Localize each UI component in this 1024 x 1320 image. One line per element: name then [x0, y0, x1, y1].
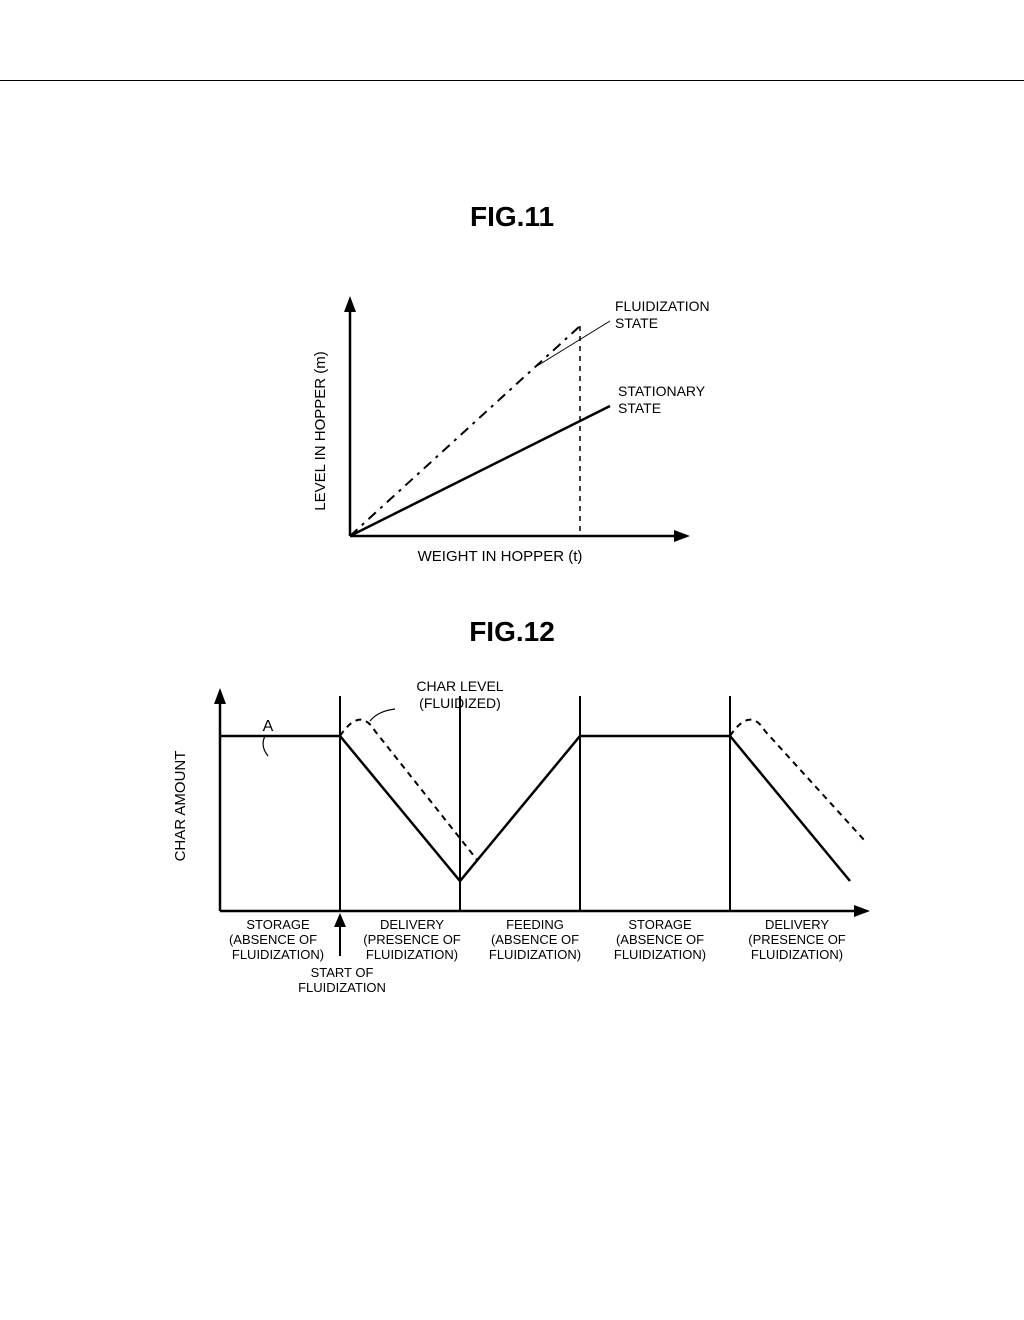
svg-text:(PRESENCE OF: (PRESENCE OF	[748, 932, 846, 947]
fig12-start-2: FLUIDIZATION	[298, 980, 386, 995]
svg-text:FLUIDIZATION): FLUIDIZATION)	[751, 947, 843, 962]
fig11-stationary-label: STATIONARY	[618, 383, 706, 399]
fig11-chart: LEVEL IN HOPPER (m) WEIGHT IN HOPPER (t)…	[280, 286, 760, 586]
svg-text:STATE: STATE	[615, 315, 658, 331]
fig11-title: FIG.11	[0, 201, 1024, 233]
svg-text:FEEDING: FEEDING	[506, 917, 564, 932]
svg-text:FLUIDIZATION): FLUIDIZATION)	[366, 947, 458, 962]
fig11-ylabel: LEVEL IN HOPPER (m)	[312, 351, 329, 510]
fig12-marker-a: A	[263, 718, 274, 735]
fig12-ylabel: CHAR AMOUNT	[172, 751, 189, 862]
fig11-fluid-label: FLUIDIZATION	[615, 298, 710, 314]
page-header-rule	[0, 80, 1024, 81]
svg-text:STATE: STATE	[618, 400, 661, 416]
svg-text:DELIVERY: DELIVERY	[765, 917, 829, 932]
svg-text:FLUIDIZATION): FLUIDIZATION)	[614, 947, 706, 962]
svg-text:(ABSENCE OF: (ABSENCE OF	[616, 932, 704, 947]
svg-text:STORAGE: STORAGE	[246, 917, 310, 932]
fig12-chart: A CHAR LEVEL (FLUIDIZED) CHAR AMOUNT STO…	[160, 681, 880, 1031]
fig12-start-1: START OF	[311, 965, 374, 980]
fig12-title: FIG.12	[0, 616, 1024, 648]
fig12-char-level-2: (FLUIDIZED)	[419, 695, 501, 711]
fig12-char-level-1: CHAR LEVEL	[416, 681, 503, 694]
svg-text:DELIVERY: DELIVERY	[380, 917, 444, 932]
svg-text:FLUIDIZATION): FLUIDIZATION)	[489, 947, 581, 962]
svg-text:FLUIDIZATION): FLUIDIZATION)	[232, 947, 324, 962]
svg-text:STORAGE: STORAGE	[628, 917, 692, 932]
svg-text:(ABSENCE OF: (ABSENCE OF	[229, 932, 317, 947]
svg-text:(ABSENCE OF: (ABSENCE OF	[491, 932, 579, 947]
svg-text:(PRESENCE OF: (PRESENCE OF	[363, 932, 461, 947]
fig11-xlabel: WEIGHT IN HOPPER (t)	[418, 548, 583, 565]
